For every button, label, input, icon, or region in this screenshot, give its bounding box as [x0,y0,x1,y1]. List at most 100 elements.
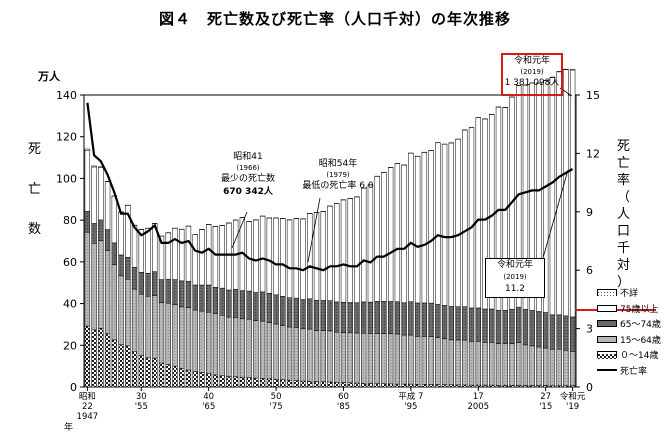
bar-1995 [408,152,414,388]
legend-label-75plus: 75歳以上 [620,304,659,315]
bar-segment-0 [435,384,441,388]
x-tick-year-label: '85 [337,402,350,412]
bar-segment-0 [313,381,320,388]
bar-1959 [165,232,171,388]
bar-2019 [569,69,576,388]
bar-2018 [563,68,569,388]
bar-segment-0 [482,384,488,388]
bar-segment-1 [313,330,320,382]
bar-segment-2 [206,284,212,313]
bar-segment-0 [165,364,171,388]
legend-label-65-74: 65～74歳 [620,320,661,331]
bar-1963 [192,234,198,388]
bar-segment-2 [468,307,475,342]
legend-swatch-0-14 [597,351,617,360]
bar-segment-2 [293,297,299,328]
legend-item-rate: 死亡率 [597,363,661,379]
left-axis-unit: 万人 [38,70,60,83]
bar-segment-1 [253,320,259,379]
bar-segment-3 [185,225,192,282]
bar-segment-1 [549,348,556,386]
bar-2013 [529,82,535,388]
x-tick-era-label: 40 [203,392,214,402]
bar-segment-3 [84,150,91,212]
bar-segment-3 [118,211,124,256]
callout-latest-rate [542,169,569,259]
bar-segment-3 [408,152,414,302]
bar-segment-2 [91,223,97,244]
x-tick-year-label: '65 [202,402,215,412]
bar-segment-3 [206,224,212,286]
bar-segment-3 [199,229,205,286]
bar-segment-2 [84,211,91,233]
bar-segment-0 [266,378,273,388]
left-tick-label: 0 [70,381,77,394]
bar-segment-2 [138,272,144,295]
bar-segment-1 [435,337,441,385]
bar-segment-1 [280,325,286,380]
bar-segment-0 [455,384,461,388]
bar-segment-1 [104,250,111,335]
bar-segment-0 [448,384,454,388]
annotation-min-rate: 昭和54年 (1979) 最低の死亡率 6.0 [302,159,374,191]
legend-label-rate: 死亡率 [620,366,648,377]
bar-segment-0 [185,369,192,388]
bar-2011 [516,85,522,388]
bar-segment-0 [307,380,313,388]
left-tick-label: 80 [63,214,77,227]
bar-2002 [455,138,461,388]
bar-segment-3 [387,167,394,302]
bar-1956 [145,227,151,388]
bar-segment-2 [394,301,401,335]
bar-segment-1 [84,231,91,327]
bar-segment-1 [563,350,569,386]
bar-1985 [340,199,347,388]
bar-segment-3 [212,226,219,288]
bar-1972 [253,219,259,388]
bar-segment-2 [401,302,407,336]
legend-item-unknown: 不詳 [597,285,661,301]
bar-segment-3 [219,225,225,289]
bar-segment-1 [192,309,198,372]
bar-segment-2 [219,287,225,316]
bar-segment-2 [179,280,185,308]
left-axis-label: 死亡数 [28,142,42,237]
bar-1981 [313,211,320,388]
bar-segment-2 [354,302,360,334]
bar-segment-1 [394,333,401,385]
bar-segment-3 [563,69,569,317]
bar-1971 [246,221,252,388]
bar-segment-0 [408,383,414,388]
bar-segment-2 [367,301,374,334]
bar-segment-2 [435,303,441,338]
bar-segment-1 [428,336,434,385]
bar-segment-3 [293,218,299,299]
bar-segment-1 [327,330,333,383]
bar-1991 [381,171,387,388]
bar-segment-0 [354,382,360,388]
bar-segment-0 [212,374,219,388]
bar-1987 [354,196,360,388]
bar-1965 [206,224,212,388]
bar-segment-2 [347,302,353,334]
bar-segment-0 [273,379,279,388]
bar-segment-0 [280,379,286,388]
right-axis-label: 死亡率（人口千対） [617,139,631,290]
x-tick-era-label: 平成 7 [398,391,423,402]
bar-segment-1 [246,318,252,378]
bar-segment-1 [212,313,219,376]
bar-segment-1 [421,336,428,385]
x-tick-era-label: 令和元 [560,391,586,402]
bar-segment-0 [118,344,124,388]
bar-segment-1 [441,338,448,385]
x-tick-era-label: 22 [82,402,93,412]
bar-segment-2 [185,281,192,308]
bar-segment-1 [522,344,529,386]
bar-segment-1 [387,333,394,385]
bar-1947 [84,148,91,388]
bar-segment-0 [232,376,239,388]
bar-segment-1 [145,296,151,359]
bar-segment-1 [179,306,185,369]
rate-line-layer [86,102,574,272]
bar-segment-3 [549,77,556,316]
